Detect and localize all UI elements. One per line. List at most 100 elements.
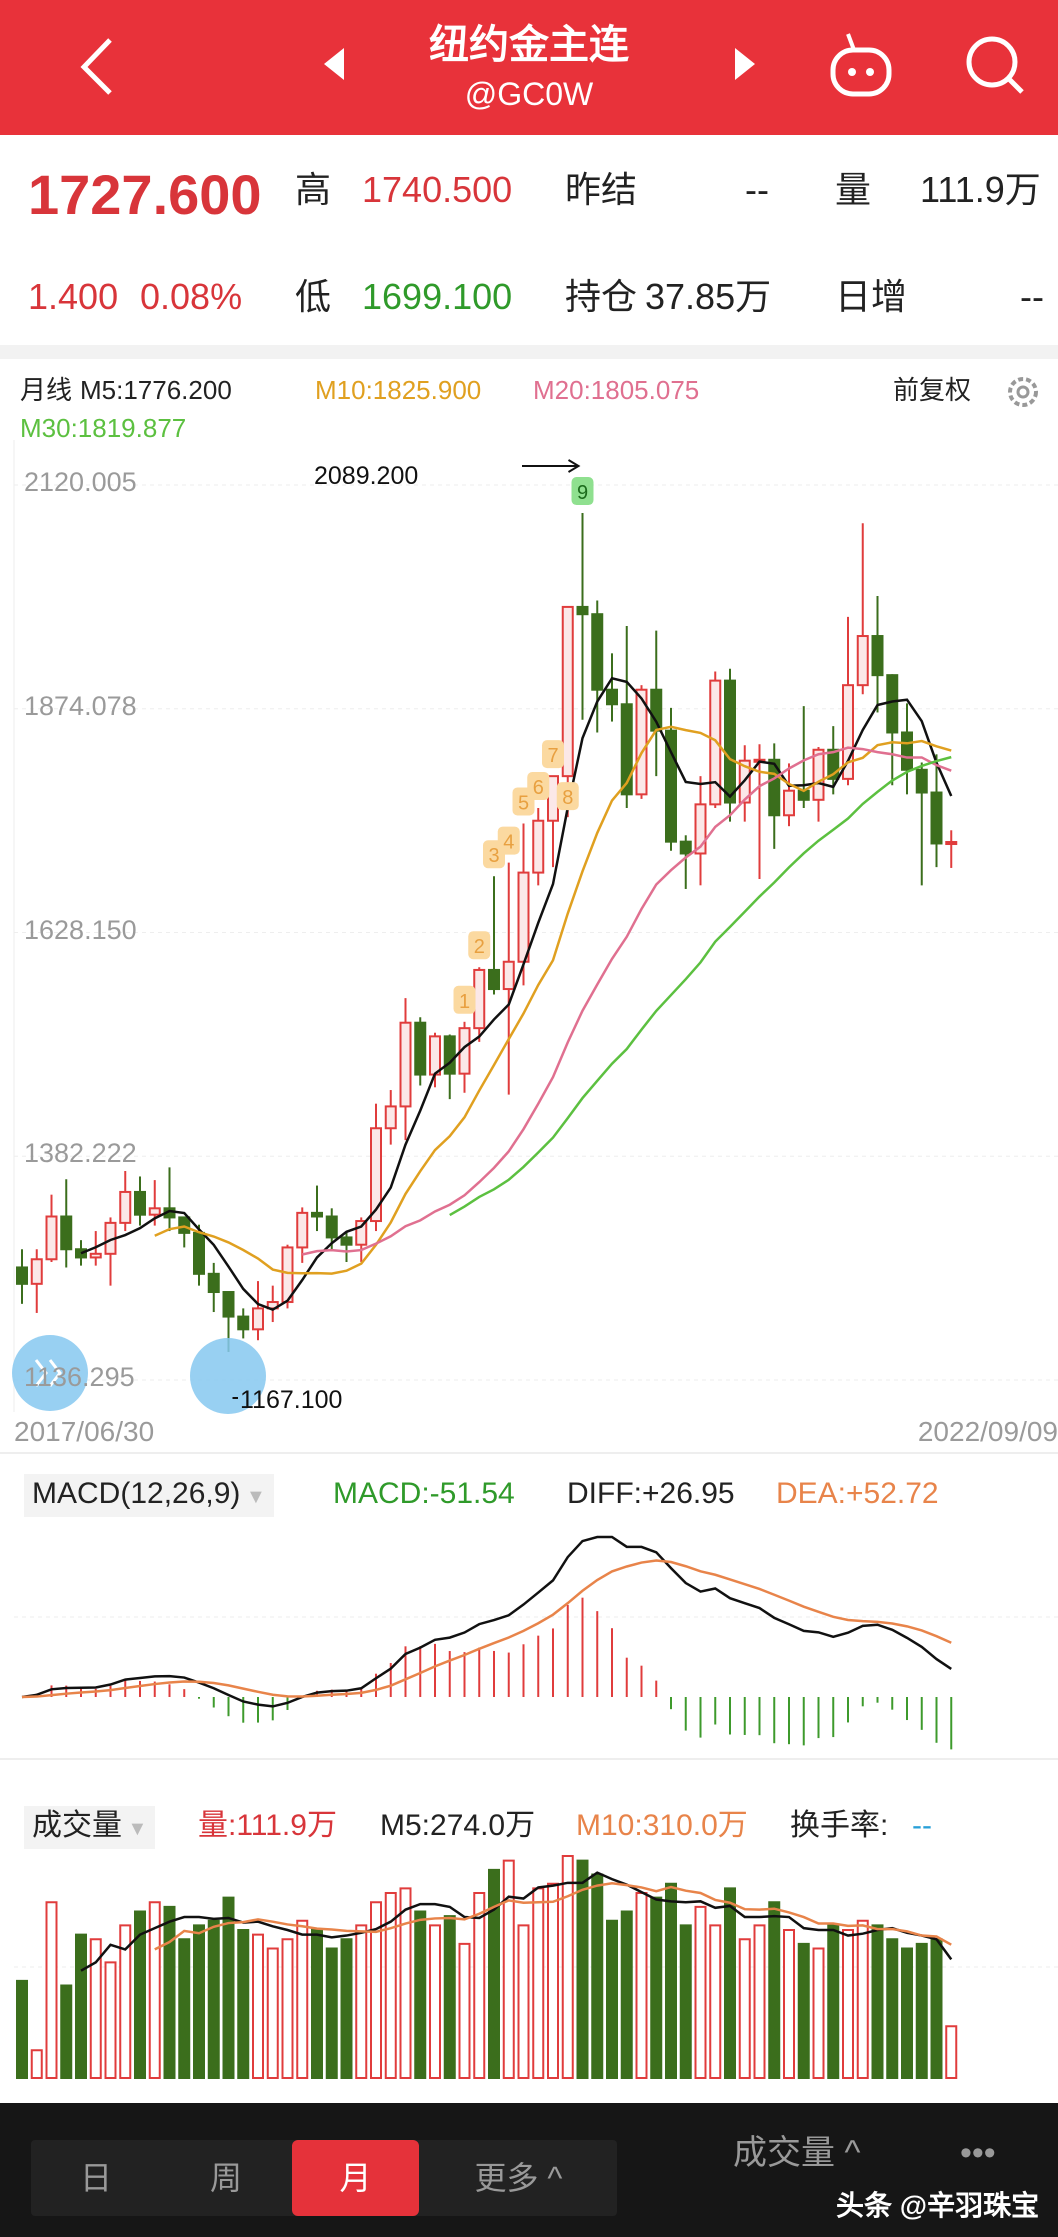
candle-down	[193, 1231, 205, 1275]
indicator-select[interactable]: 成交量 ^	[733, 2134, 861, 2172]
volume-bar-up	[148, 1901, 161, 2079]
last-price: 1727.600	[28, 163, 262, 226]
ma20-legend: M20:1805.075	[533, 375, 700, 405]
volume-bar-up	[266, 1947, 279, 2079]
candle-down	[178, 1216, 191, 1234]
vol-m10-value: M10:310.0万	[576, 1809, 748, 1842]
diff-value: DIFF:+26.95	[567, 1477, 735, 1510]
volume-bar-down	[886, 1938, 899, 2079]
dea-value: DEA:+52.72	[776, 1477, 939, 1510]
next-triangle-icon[interactable]	[733, 46, 757, 82]
x-start-date: 2017/06/30	[14, 1416, 155, 1447]
volume-bar-up	[517, 1924, 530, 2079]
period-tabs: 日 周 月 更多 ^	[31, 2140, 617, 2216]
ma10-legend: M10:1825.900	[315, 375, 482, 405]
volume-bar-up	[502, 1859, 515, 2079]
volume-bar-down	[75, 1933, 87, 2079]
scroll-button[interactable]	[190, 1338, 266, 1414]
td-badge	[556, 782, 579, 811]
candle-down	[591, 613, 604, 691]
candle-down	[679, 840, 692, 855]
candle-up	[532, 819, 545, 874]
volume-bar-up	[30, 2049, 43, 2079]
candle-down	[915, 768, 928, 794]
price-change: 1.400	[28, 276, 119, 317]
td-badge	[453, 985, 476, 1014]
volume-bar-up	[532, 1887, 545, 2079]
low-value: 1699.100	[362, 276, 513, 317]
vol-ma10-line	[154, 1882, 952, 1951]
candle-up	[502, 960, 515, 991]
candle-down	[443, 1035, 456, 1075]
candle-up	[547, 775, 559, 822]
volume-bar-down	[443, 1915, 456, 2079]
bottom-toolbar: 日 周 月 更多 ^ 成交量 ^ ••• 头条 @辛羽珠宝	[0, 2103, 1058, 2237]
volume-bar-down	[665, 1882, 677, 2079]
candle-down	[871, 635, 884, 677]
volume-bar-down	[311, 1929, 323, 2079]
tab-week[interactable]: 周	[209, 2160, 242, 2196]
volume-bar-up	[561, 1855, 574, 2079]
tab-more[interactable]: 更多 ^	[474, 2160, 563, 2196]
candle-down	[222, 1291, 235, 1318]
tab-day[interactable]: 日	[79, 2160, 112, 2196]
candle-up	[945, 841, 958, 846]
open-interest-label: 持仓	[565, 276, 638, 317]
double-chevron-icon	[48, 1359, 62, 1387]
robot-icon[interactable]	[828, 28, 894, 98]
volume-bar-up	[709, 1924, 722, 2079]
watermark: 头条 @辛羽珠宝	[836, 2190, 1040, 2221]
volume-bar-down	[16, 1979, 28, 2079]
arrow-head	[567, 459, 581, 473]
volume-bar-down	[325, 1947, 338, 2079]
search-icon[interactable]	[962, 32, 1028, 98]
candle-up	[635, 688, 648, 796]
tab-month[interactable]: 月	[292, 2140, 419, 2216]
td-number: 4	[503, 832, 514, 854]
ma5-legend: M5:1776.200	[80, 375, 232, 405]
high-label: 高	[295, 169, 332, 210]
x-end-date: 2022/09/09	[917, 1416, 1058, 1447]
turnover-value: --	[912, 1809, 932, 1842]
daily-inc-value: --	[1020, 276, 1044, 317]
double-chevron-icon	[34, 1359, 48, 1387]
volume-bar-down	[178, 1938, 191, 2079]
candle-up	[517, 871, 530, 963]
scroll-left-button[interactable]	[12, 1335, 88, 1411]
td-number: 1	[459, 991, 470, 1013]
prev-triangle-icon[interactable]	[322, 46, 346, 82]
more-menu-button[interactable]: •••	[960, 2134, 996, 2172]
volume-bar-down	[620, 1910, 633, 2079]
candle-up	[30, 1258, 43, 1285]
volume-bar-up	[473, 1892, 486, 2079]
gear-icon[interactable]	[1003, 372, 1043, 412]
volume-bar-up	[281, 1938, 294, 2079]
adjust-mode-button[interactable]: 前复权	[893, 375, 972, 405]
td-badge	[468, 931, 491, 960]
td-badge	[527, 771, 550, 800]
candle-down	[724, 679, 736, 804]
volume-bar-down	[576, 1859, 589, 2079]
td-number: 2	[474, 936, 485, 958]
candle-down	[488, 968, 500, 991]
high-marker-label: 2089.200	[314, 462, 418, 490]
candle-up	[45, 1215, 58, 1261]
candle-down	[207, 1272, 220, 1294]
back-chevron-icon[interactable]	[72, 35, 122, 95]
low-label: 低	[295, 276, 332, 317]
volume-bar-down	[827, 1924, 840, 2079]
volume-bar-up	[429, 1924, 441, 2079]
candle-up	[709, 679, 722, 806]
y-tick-label: 1628.150	[24, 914, 137, 945]
volume-indicator-select[interactable]: 成交量 ▼	[24, 1806, 156, 1849]
volume-bar-up	[45, 1901, 58, 2079]
volume-bar-up	[296, 1919, 309, 2079]
volume-bar-up	[945, 2025, 958, 2079]
candle-down	[827, 748, 840, 780]
volume-bar-up	[694, 1905, 707, 2079]
macd-indicator-select[interactable]: MACD(12,26,9) ▼	[24, 1474, 274, 1517]
volume-bar-down	[60, 1984, 73, 2079]
candle-up	[355, 1220, 368, 1246]
candle-down	[60, 1215, 73, 1251]
